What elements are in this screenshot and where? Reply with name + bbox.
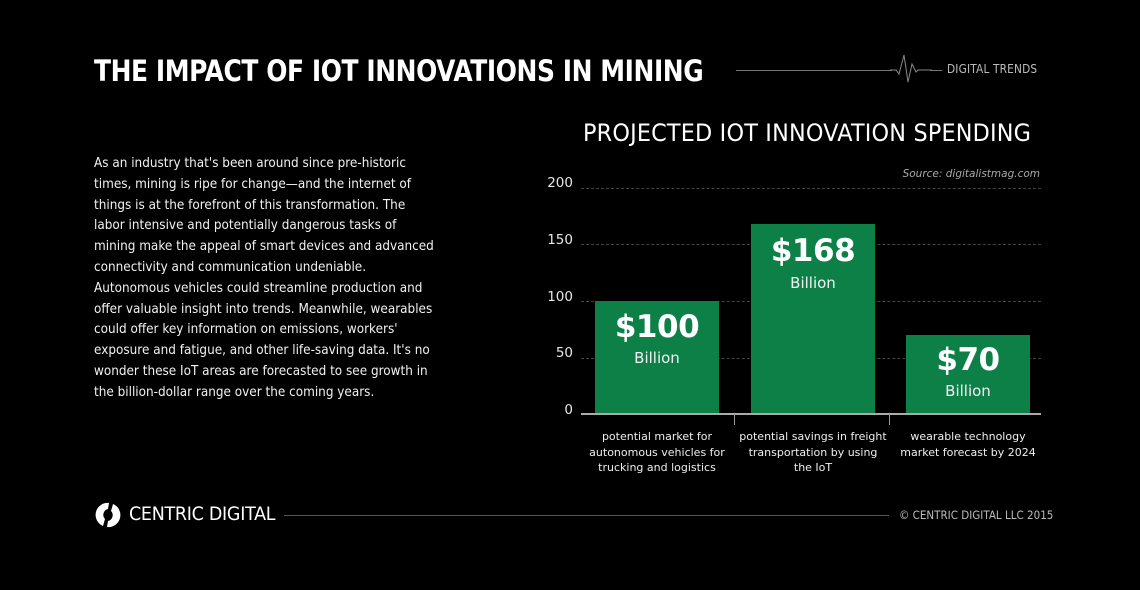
y-tick-label: 0 [564, 402, 573, 418]
footer-divider [284, 515, 889, 516]
header-divider [736, 70, 892, 71]
bar-unit: Billion [790, 274, 836, 292]
x-axis-tick [889, 414, 890, 425]
y-tick-label: 100 [547, 289, 573, 305]
page-title: THE IMPACT OF IOT INNOVATIONS IN MINING [94, 54, 704, 88]
x-axis [581, 413, 1041, 415]
bar-value: $70 [936, 342, 1000, 378]
bar-value: $100 [614, 309, 700, 345]
gridline-200 [581, 188, 1041, 189]
brand-logo-text: CENTRIC DIGITAL [129, 503, 276, 525]
brand-tag: DIGITAL TRENDS [947, 62, 1038, 76]
bar-autonomous-vehicles: $100 Billion [595, 301, 719, 414]
x-axis-tick [734, 414, 735, 425]
header-divider-right [930, 70, 942, 71]
bar-freight-savings: $168 Billion [751, 224, 875, 414]
bar-value: $168 [770, 233, 856, 269]
centric-digital-logo-icon [95, 502, 121, 528]
intro-paragraph: As an industry that's been around since … [94, 156, 434, 400]
chart-title: PROJECTED IOT INNOVATION SPENDING [583, 119, 1032, 147]
y-tick-label: 150 [547, 232, 573, 248]
heartbeat-line-icon [890, 54, 932, 83]
chart-source: Source: digitalistmag.com [902, 168, 1040, 180]
copyright: © CENTRIC DIGITAL LLC 2015 [899, 508, 1054, 522]
bar-unit: Billion [634, 349, 680, 367]
category-label: potential market for autonomous vehicles… [589, 430, 725, 474]
bar-unit: Billion [945, 382, 991, 400]
y-tick-label: 50 [555, 345, 573, 361]
category-label: potential savings in freight transportat… [739, 430, 887, 474]
bar-wearables: $70 Billion [906, 335, 1030, 414]
y-tick-label: 200 [547, 175, 573, 191]
category-label: wearable technology market forecast by 2… [900, 430, 1036, 459]
